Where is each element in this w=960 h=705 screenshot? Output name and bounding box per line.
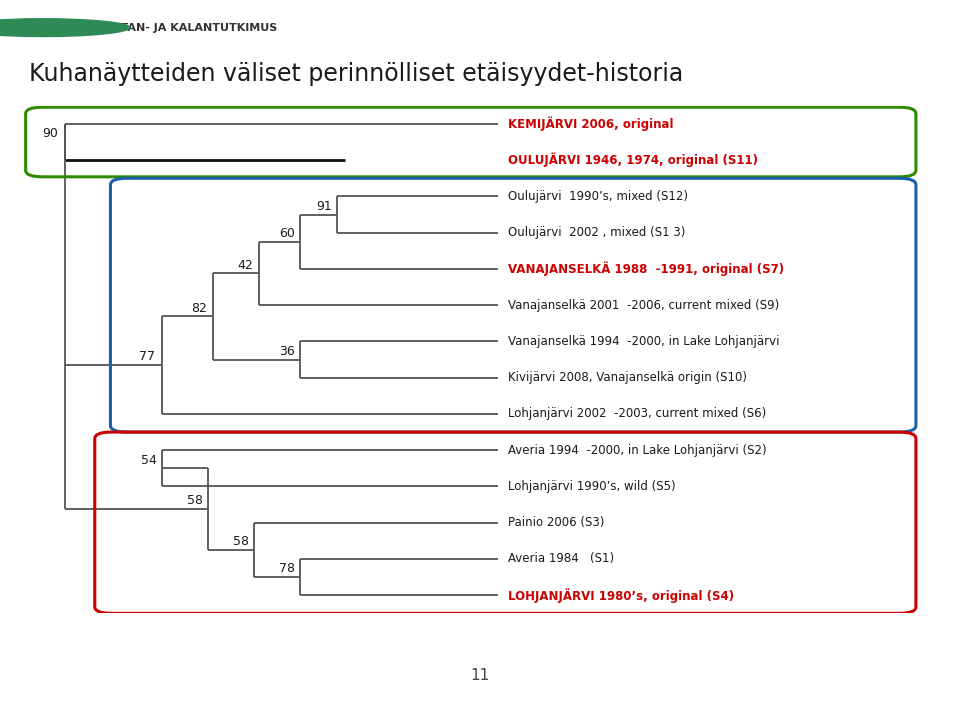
Text: LOHJANJÄRVI 1980’s, original (S4): LOHJANJÄRVI 1980’s, original (S4) <box>508 588 733 603</box>
Text: Vanajanselkä 1994  -2000, in Lake Lohjanjärvi: Vanajanselkä 1994 -2000, in Lake Lohjanj… <box>508 335 780 348</box>
Text: 60: 60 <box>279 227 295 240</box>
Text: Kuhanäytteiden väliset perinnölliset etäisyydet-historia: Kuhanäytteiden väliset perinnölliset etä… <box>29 62 684 86</box>
Text: Lohjanjärvi 1990’s, wild (S5): Lohjanjärvi 1990’s, wild (S5) <box>508 480 675 493</box>
Text: Averia 1984   (S1): Averia 1984 (S1) <box>508 553 613 565</box>
Circle shape <box>0 19 130 37</box>
Text: VANAJANSELKÄ 1988  -1991, original (S7): VANAJANSELKÄ 1988 -1991, original (S7) <box>508 262 783 276</box>
Text: Oulujärvi  2002 , mixed (S1 3): Oulujärvi 2002 , mixed (S1 3) <box>508 226 685 239</box>
Text: Painio 2006 (S3): Painio 2006 (S3) <box>508 516 604 529</box>
Text: 77: 77 <box>138 350 155 363</box>
Text: 58: 58 <box>186 494 203 508</box>
Text: OULUJÄRVI 1946, 1974, original (S11): OULUJÄRVI 1946, 1974, original (S11) <box>508 153 757 167</box>
Text: RIISTAN- JA KALANTUTKIMUS: RIISTAN- JA KALANTUTKIMUS <box>96 23 277 32</box>
Text: 58: 58 <box>232 535 249 548</box>
Text: Vanajanselkä 2001  -2006, current mixed (S9): Vanajanselkä 2001 -2006, current mixed (… <box>508 299 779 312</box>
Text: 91: 91 <box>316 200 331 213</box>
Text: 78: 78 <box>278 563 295 575</box>
Text: 🐟: 🐟 <box>38 18 48 37</box>
Text: 11: 11 <box>470 668 490 683</box>
Text: Oulujärvi  1990’s, mixed (S12): Oulujärvi 1990’s, mixed (S12) <box>508 190 687 203</box>
Text: Lohjanjärvi 2002  -2003, current mixed (S6): Lohjanjärvi 2002 -2003, current mixed (S… <box>508 407 766 420</box>
Text: 90: 90 <box>42 127 58 140</box>
Text: KEMIJÄRVI 2006, original: KEMIJÄRVI 2006, original <box>508 116 673 131</box>
Text: Kivijärvi 2008, Vanajanselkä origin (S10): Kivijärvi 2008, Vanajanselkä origin (S10… <box>508 371 747 384</box>
Text: 36: 36 <box>279 345 295 357</box>
Text: 54: 54 <box>141 453 156 467</box>
Text: 42: 42 <box>237 259 253 271</box>
Text: Averia 1994  -2000, in Lake Lohjanjärvi (S2): Averia 1994 -2000, in Lake Lohjanjärvi (… <box>508 443 766 457</box>
Text: RKTL – tiedosta ratkaisuja kestäviin valintoihin: RKTL – tiedosta ratkaisuja kestäviin val… <box>19 655 423 670</box>
Text: 82: 82 <box>191 302 207 314</box>
